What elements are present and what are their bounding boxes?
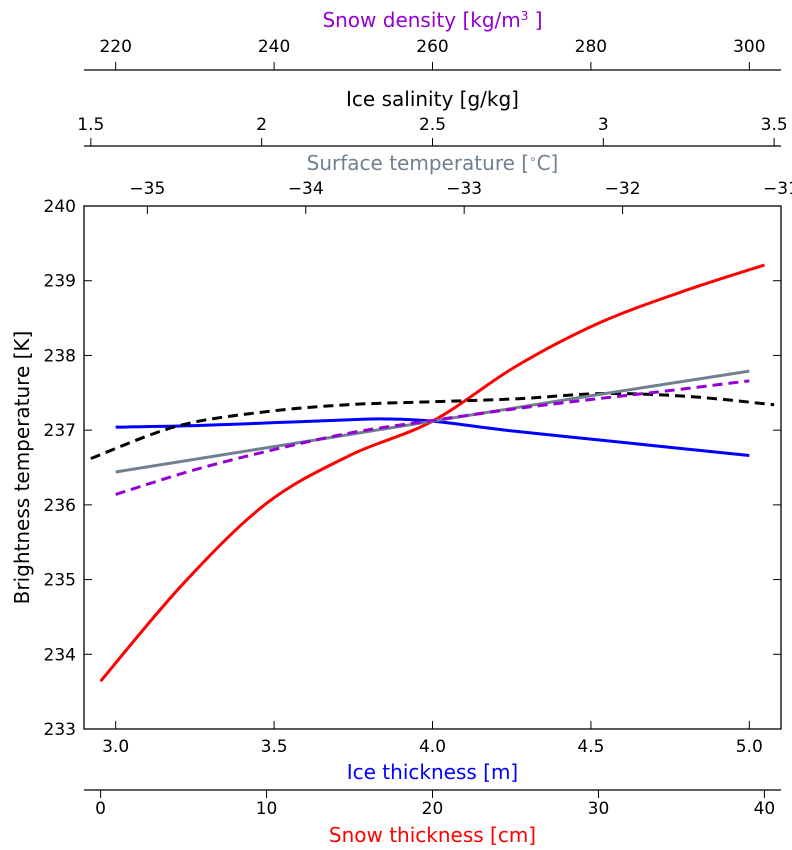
- axis-label-ice_thickness: Ice thickness [m]: [347, 760, 518, 784]
- x-tick-label-ice_thickness: 3.5: [261, 737, 288, 757]
- y-tick-label: 235: [44, 571, 76, 591]
- x-tick-label-ice_salinity: 3: [598, 115, 609, 135]
- axis-label-ice_salinity: Ice salinity [g/kg]: [346, 87, 519, 111]
- x-tick-label-ice_salinity: 2.5: [419, 115, 446, 135]
- y-tick-label: 233: [44, 720, 76, 740]
- x-tick-label-snow_density: 300: [733, 37, 765, 57]
- y-tick-label: 238: [44, 346, 76, 366]
- x-tick-label-snow_density: 220: [99, 37, 131, 57]
- x-tick-label-ice_salinity: 2: [256, 115, 267, 135]
- x-tick-label-ice_thickness: 5.0: [736, 737, 763, 757]
- x-tick-label-ice_salinity: 1.5: [77, 115, 104, 135]
- x-tick-label-snow_density: 280: [575, 37, 607, 57]
- x-tick-label-ice_salinity: 3.5: [761, 115, 788, 135]
- x-tick-label-surface_temperature: −33: [446, 179, 482, 199]
- y-tick-label: 236: [44, 496, 76, 516]
- x-tick-label-ice_thickness: 4.5: [577, 737, 604, 757]
- x-tick-label-snow_thickness: 30: [588, 799, 610, 819]
- y-tick-label: 234: [44, 645, 76, 665]
- x-tick-label-snow_density: 260: [416, 37, 448, 57]
- y-tick-label: 237: [44, 421, 76, 441]
- x-tick-label-surface_temperature: −31: [763, 179, 792, 199]
- axis-label-snow_density: Snow density [kg/m3 ]: [322, 8, 542, 32]
- series-line-snow_thickness: [99, 263, 765, 683]
- x-tick-label-surface_temperature: −34: [288, 179, 324, 199]
- x-tick-label-surface_temperature: −32: [605, 179, 641, 199]
- y-tick-label: 239: [44, 272, 76, 292]
- x-tick-label-ice_thickness: 3.0: [102, 737, 129, 757]
- y-tick-label: 240: [44, 197, 76, 217]
- axis-label-snow_thickness: Snow thickness [cm]: [329, 823, 536, 847]
- y-axis-label: Brightness temperature [K]: [10, 331, 34, 605]
- series-line-snow_density: [115, 379, 750, 496]
- plot-frame: [83, 205, 782, 730]
- x-tick-label-snow_thickness: 40: [754, 799, 776, 819]
- x-tick-label-snow_thickness: 20: [422, 799, 444, 819]
- series-line-ice_thickness: [115, 417, 750, 458]
- series-line-ice_salinity: [90, 391, 775, 460]
- x-tick-label-snow_density: 240: [258, 37, 290, 57]
- x-tick-label-snow_thickness: 10: [256, 799, 278, 819]
- x-tick-label-snow_thickness: 0: [95, 799, 106, 819]
- axis-label-surface_temperature: Surface temperature [∘C]: [307, 151, 559, 175]
- x-tick-label-surface_temperature: −35: [129, 179, 165, 199]
- x-tick-label-ice_thickness: 4.0: [419, 737, 446, 757]
